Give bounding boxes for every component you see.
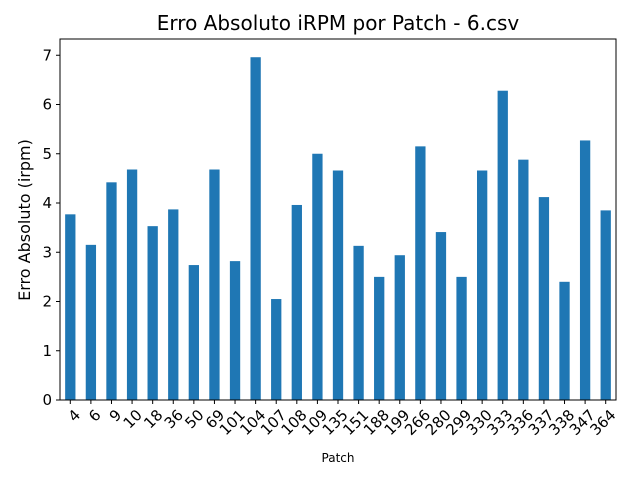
y-tick-label: 7: [42, 46, 52, 64]
bar-107: [271, 299, 282, 400]
bar-280: [435, 232, 447, 400]
bar-336: [518, 159, 529, 400]
bars-group: [65, 57, 611, 401]
y-tick-label: 0: [42, 391, 52, 409]
y-tick-label: 6: [42, 96, 52, 114]
bar-9: [106, 182, 117, 400]
bar-188: [374, 276, 385, 400]
bar-69: [209, 169, 220, 400]
bar-108: [291, 204, 302, 400]
bar-10: [126, 169, 138, 400]
bar-50: [188, 265, 199, 400]
y-tick-label: 1: [42, 342, 52, 360]
y-ticks-group: 0 1 2 3 4 5 6 7: [42, 46, 60, 409]
x-tick-label: 6: [85, 406, 104, 425]
y-tick-label: 3: [42, 243, 52, 261]
bar-338: [559, 281, 570, 400]
y-tick-label: 5: [42, 145, 52, 163]
bar-330: [477, 170, 488, 400]
y-tick-label: 4: [42, 194, 52, 212]
bar-199: [394, 255, 405, 400]
bar-364: [600, 210, 611, 400]
bar-337: [538, 197, 550, 400]
bar-4: [65, 214, 76, 400]
bar-333: [497, 90, 508, 401]
x-axis-label: Patch: [322, 451, 355, 465]
bar-18: [147, 226, 158, 400]
plot-frame: [59, 38, 617, 401]
x-tick-label: 364: [586, 406, 619, 439]
bar-151: [353, 245, 364, 400]
bar-135: [332, 170, 344, 400]
bar-299: [456, 276, 467, 400]
bar-36: [168, 209, 179, 400]
x-ticks-group: 4 6 91018365069101104107108109135151188199…: [65, 400, 619, 439]
chart-title: Erro Absoluto iRPM por Patch - 6.csv: [157, 11, 520, 35]
y-tick-label: 2: [42, 293, 52, 311]
bar-266: [415, 146, 426, 400]
bar-347: [579, 140, 591, 400]
x-tick-label: 4: [65, 406, 84, 425]
bar-104: [250, 57, 261, 400]
y-axis-label: Erro Absoluto (irpm): [15, 139, 34, 301]
bar-101: [229, 261, 241, 400]
bar-109: [312, 153, 323, 400]
bar-6: [85, 244, 97, 400]
